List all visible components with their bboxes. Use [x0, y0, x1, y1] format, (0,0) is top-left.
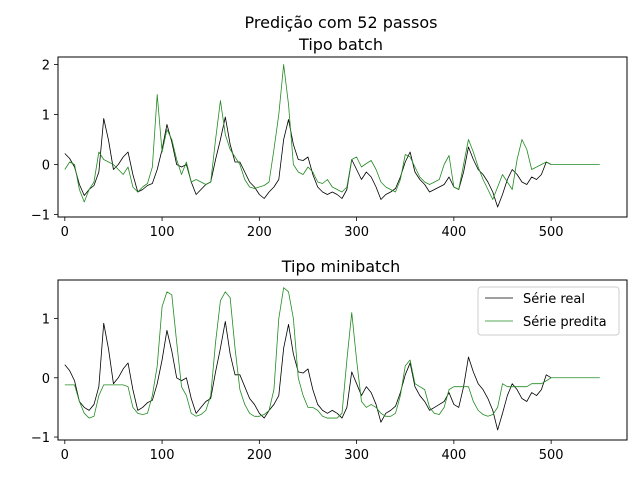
legend-frame	[477, 286, 620, 336]
legend-label-predicted: Série predita	[523, 315, 607, 330]
x-tick-label: 100	[150, 225, 175, 240]
y-tick-label: 0	[42, 159, 50, 174]
x-tick-label: 300	[344, 448, 369, 463]
axes-batch: 0 100 200 300 400 500 −1 0 1 2	[31, 56, 628, 240]
x-tick-label: 0	[61, 448, 69, 463]
y-tick-label: 2	[42, 59, 50, 74]
y-tick-label: −1	[31, 209, 50, 224]
panel-batch-title: Tipo batch	[298, 35, 383, 54]
y-tick-label: −1	[31, 431, 50, 446]
x-tick-label: 400	[441, 448, 466, 463]
x-tick-label: 300	[344, 225, 369, 240]
panel-minibatch: Tipo minibatch 0 100 200 300 400 500 −1 0 1	[31, 257, 628, 463]
y-tick-label: 1	[42, 313, 50, 328]
axes-frame	[57, 279, 628, 441]
legend: Série real Série predita	[477, 286, 620, 336]
legend-label-real: Série real	[523, 292, 585, 307]
x-tick-label: 200	[247, 448, 272, 463]
y-tick-label: 1	[42, 109, 50, 124]
panel-batch: Tipo batch 0 100 200 300 400 500 −1 0 1 2	[31, 35, 628, 240]
x-tick-label: 500	[539, 448, 564, 463]
x-tick-label: 500	[539, 225, 564, 240]
x-tick-label: 0	[61, 225, 69, 240]
series-line-real	[64, 321, 552, 431]
figure-suptitle: Predição com 52 passos	[245, 13, 438, 32]
x-tick-label: 100	[150, 448, 175, 463]
panel-minibatch-title: Tipo minibatch	[281, 257, 401, 276]
x-tick-label: 200	[247, 225, 272, 240]
y-tick-label: 0	[42, 372, 50, 387]
series-line-predicted	[64, 287, 600, 419]
axes-frame	[57, 56, 628, 218]
x-tick-label: 400	[441, 225, 466, 240]
series-line-predicted	[64, 64, 600, 203]
series-line-real	[64, 116, 552, 208]
axes-minibatch: 0 100 200 300 400 500 −1 0 1	[31, 279, 628, 463]
